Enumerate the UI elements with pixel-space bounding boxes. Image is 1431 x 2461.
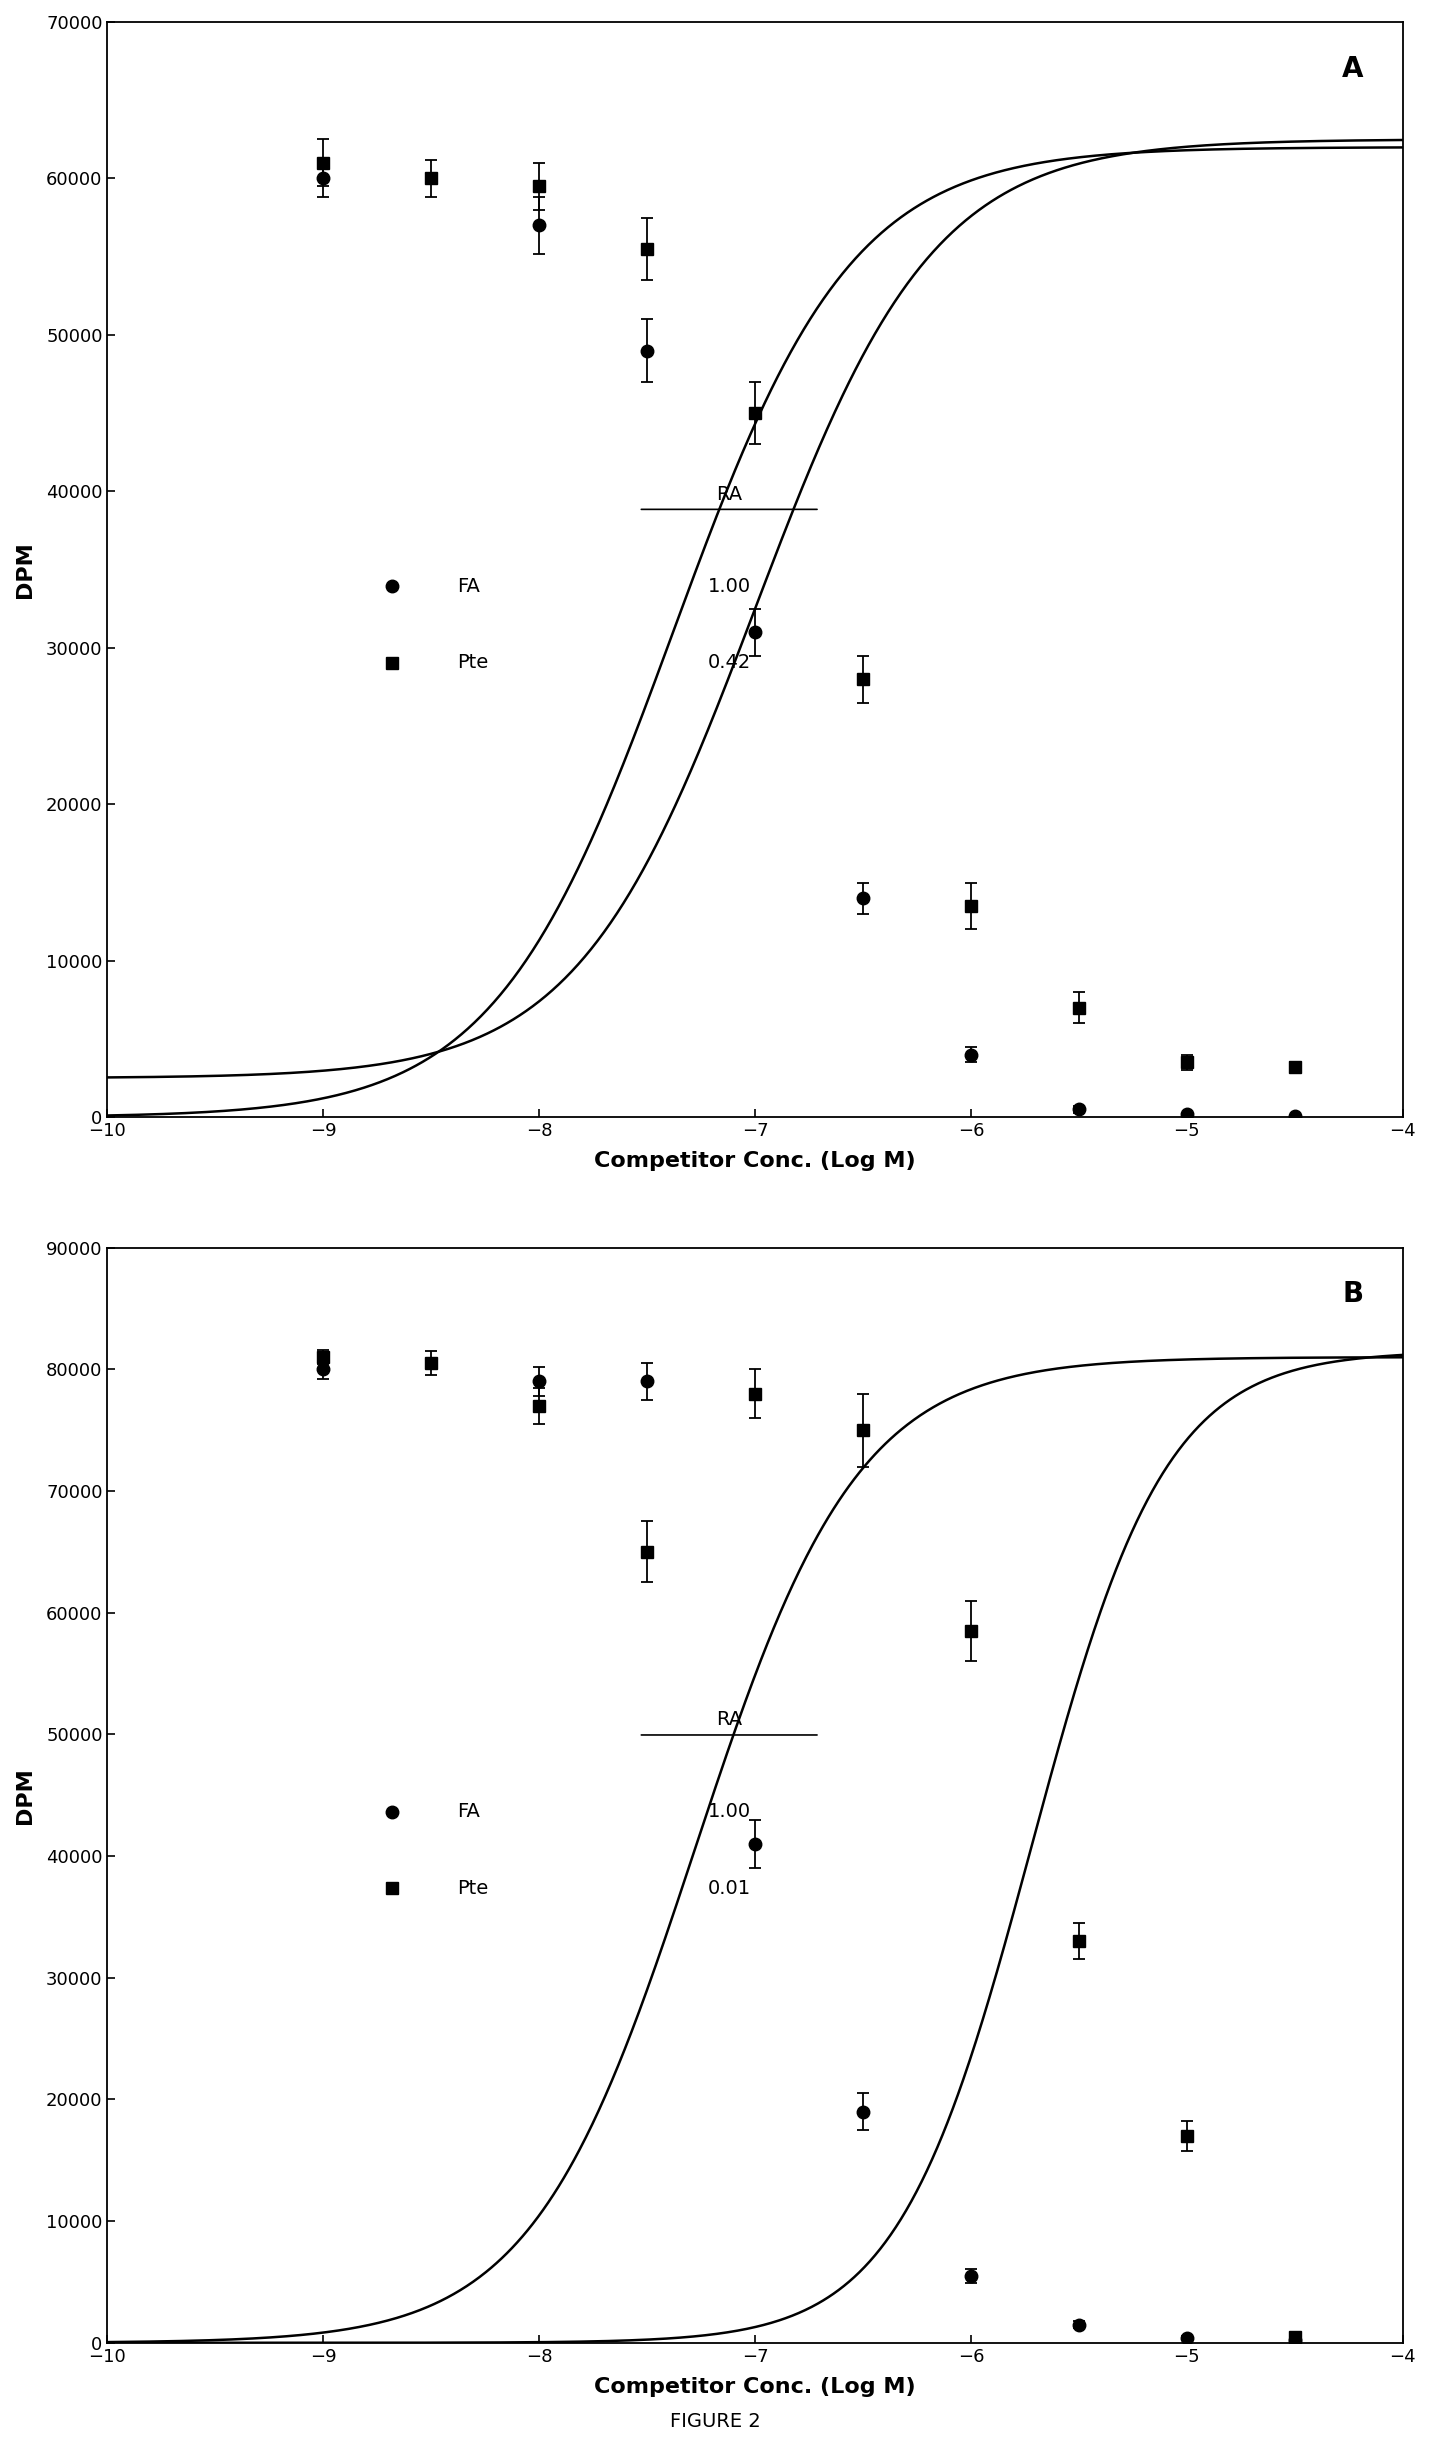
Text: FA: FA	[456, 1801, 479, 1821]
Text: A: A	[1342, 54, 1364, 84]
X-axis label: Competitor Conc. (Log M): Competitor Conc. (Log M)	[594, 2377, 916, 2397]
Text: 0.42: 0.42	[707, 652, 751, 672]
Text: RA: RA	[716, 485, 743, 505]
Text: B: B	[1342, 1280, 1364, 1309]
Text: FIGURE 2: FIGURE 2	[670, 2412, 761, 2431]
Text: RA: RA	[716, 1710, 743, 1730]
Text: Pte: Pte	[456, 652, 488, 672]
Text: 1.00: 1.00	[707, 576, 751, 596]
Text: FA: FA	[456, 576, 479, 596]
Y-axis label: DPM: DPM	[14, 1767, 34, 1824]
Text: 0.01: 0.01	[707, 1878, 751, 1897]
Text: 1.00: 1.00	[707, 1801, 751, 1821]
Text: Pte: Pte	[456, 1878, 488, 1897]
Y-axis label: DPM: DPM	[14, 541, 34, 598]
X-axis label: Competitor Conc. (Log M): Competitor Conc. (Log M)	[594, 1152, 916, 1171]
